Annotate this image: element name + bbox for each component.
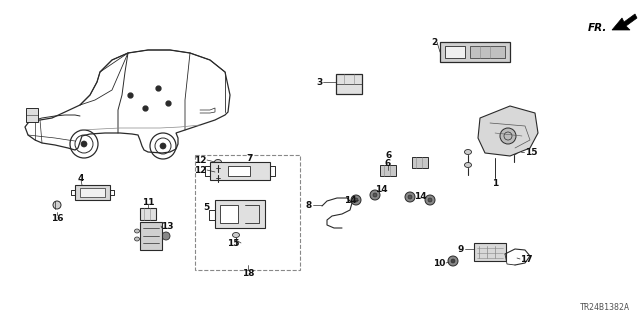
Text: 1: 1 bbox=[492, 179, 498, 188]
Text: 10: 10 bbox=[433, 259, 445, 268]
Circle shape bbox=[162, 232, 170, 240]
Text: 18: 18 bbox=[242, 268, 254, 277]
Bar bbox=[140, 208, 156, 220]
Circle shape bbox=[448, 256, 458, 266]
Circle shape bbox=[500, 128, 516, 144]
Ellipse shape bbox=[214, 159, 221, 164]
Text: 16: 16 bbox=[51, 213, 63, 222]
Text: 14: 14 bbox=[344, 196, 357, 204]
Text: TR24B1382A: TR24B1382A bbox=[580, 303, 630, 312]
Text: 15: 15 bbox=[525, 148, 538, 156]
Circle shape bbox=[425, 195, 435, 205]
Bar bbox=[440, 42, 510, 62]
Bar bbox=[75, 185, 110, 200]
Ellipse shape bbox=[53, 201, 61, 209]
Ellipse shape bbox=[134, 237, 140, 241]
Bar bbox=[80, 188, 105, 197]
Text: 4: 4 bbox=[78, 173, 84, 182]
Bar bbox=[445, 46, 465, 58]
Bar bbox=[210, 162, 270, 180]
Text: 12: 12 bbox=[195, 165, 207, 174]
Bar bbox=[412, 157, 428, 168]
Ellipse shape bbox=[511, 149, 518, 155]
Ellipse shape bbox=[465, 163, 472, 167]
Text: 8: 8 bbox=[306, 201, 312, 210]
Ellipse shape bbox=[134, 229, 140, 233]
Bar bbox=[336, 74, 362, 94]
Text: 7: 7 bbox=[247, 154, 253, 163]
Text: 14: 14 bbox=[414, 191, 427, 201]
Circle shape bbox=[160, 143, 166, 149]
Circle shape bbox=[370, 190, 380, 200]
Bar bbox=[470, 46, 505, 58]
Text: 14: 14 bbox=[374, 185, 387, 194]
Text: 2: 2 bbox=[431, 37, 437, 46]
Text: 15: 15 bbox=[227, 238, 240, 247]
Text: 12: 12 bbox=[195, 156, 207, 164]
Circle shape bbox=[354, 198, 358, 202]
Bar bbox=[215, 200, 265, 228]
Circle shape bbox=[405, 192, 415, 202]
Text: 11: 11 bbox=[141, 197, 154, 206]
Circle shape bbox=[373, 193, 377, 197]
Text: 13: 13 bbox=[161, 221, 173, 230]
Bar bbox=[228, 166, 250, 176]
Bar bbox=[26, 108, 38, 122]
Text: 3: 3 bbox=[317, 77, 323, 86]
Bar bbox=[195, 155, 300, 270]
Circle shape bbox=[451, 259, 455, 263]
Circle shape bbox=[428, 198, 432, 202]
Text: 9: 9 bbox=[458, 244, 464, 253]
Polygon shape bbox=[478, 106, 538, 156]
Text: FR.: FR. bbox=[588, 23, 607, 33]
Ellipse shape bbox=[214, 170, 221, 174]
Circle shape bbox=[81, 141, 87, 147]
Text: 6: 6 bbox=[386, 151, 392, 160]
Bar bbox=[220, 205, 238, 223]
Circle shape bbox=[408, 195, 412, 199]
Bar bbox=[474, 243, 506, 261]
Bar bbox=[380, 165, 396, 176]
Ellipse shape bbox=[232, 233, 239, 237]
Bar bbox=[140, 222, 162, 250]
Circle shape bbox=[351, 195, 361, 205]
Ellipse shape bbox=[465, 149, 472, 155]
Polygon shape bbox=[612, 14, 637, 30]
Text: 17: 17 bbox=[520, 254, 532, 263]
Text: 6: 6 bbox=[385, 158, 391, 167]
Text: 5: 5 bbox=[203, 203, 209, 212]
